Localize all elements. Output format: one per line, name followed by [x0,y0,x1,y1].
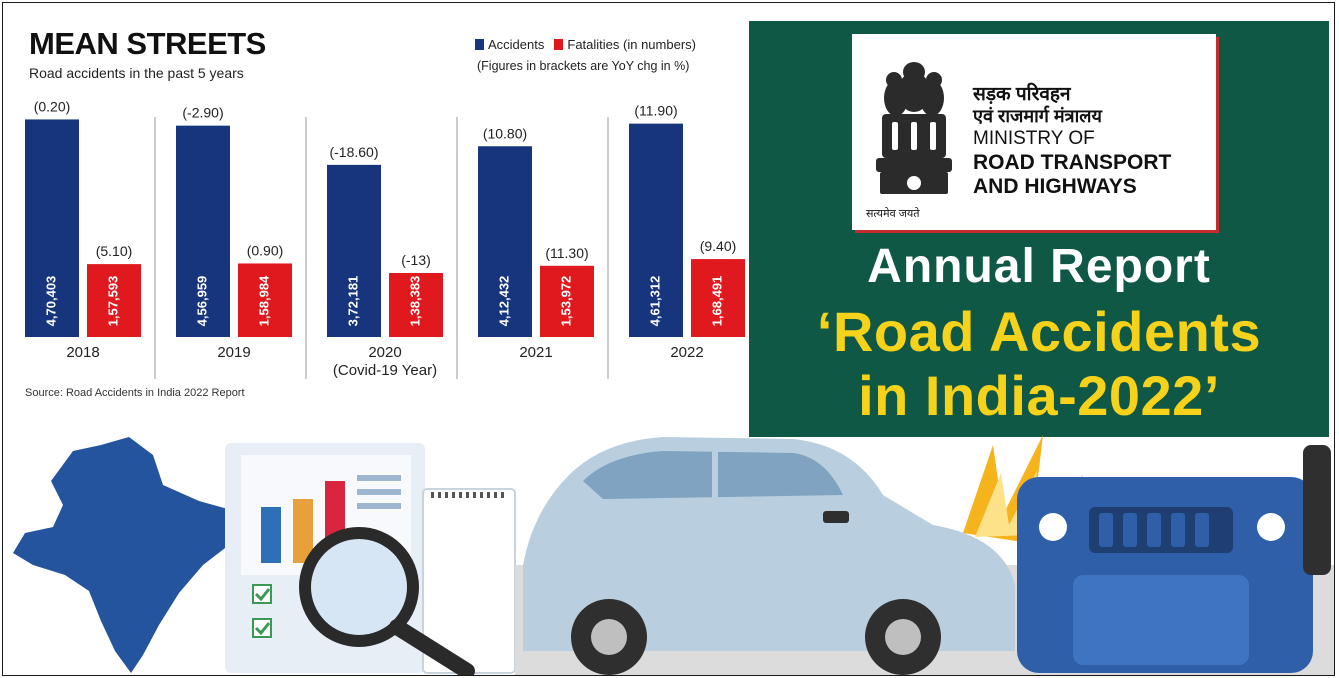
category-label-2021: 2021 [519,344,552,361]
legend-label-fatalities: Fatalities (in numbers) [567,37,696,52]
report-documents-icon [225,443,516,675]
yoy-change-label-fatalities-2018: (5.10) [96,243,133,259]
yoy-change-label-fatalities-2020: (-13) [401,252,431,268]
emblem-motto: सत्यमेव जयते [866,208,920,220]
category-label-2020: 2020 [368,344,401,361]
bar-value-label-fatalities-2019: 1,58,984 [256,275,271,326]
accidents-bar-chart: 4,70,403 (0.20) 1,57,593 (5.10) 2018 4,56,959… [25,98,745,379]
chart-subtitle: Road accidents in the past 5 years [29,65,244,81]
ministry-name-line1: MINISTRY OF [973,128,1095,149]
ministry-name-hindi-line2: एवं राजमार्ग मंत्रालय [973,106,1102,126]
bar-fatalities-2018 [87,264,141,337]
report-title-line1: ‘Road Accidents [816,300,1262,363]
yoy-change-label-accidents-2020: (-18.60) [329,144,378,160]
bar-accidents-2018 [25,119,79,337]
source-note: Source: Road Accidents in India 2022 Rep… [25,387,245,399]
category-label-2022: 2022 [670,344,703,361]
ministry-name-hindi-line1: सड़क परिवहन [973,84,1071,105]
report-heading: Annual Report [867,240,1211,293]
accidents-chart-panel: 4,70,403 (0.20) 1,57,593 (5.10) 2018 4,56,959… [15,21,745,413]
bar-fatalities-2019 [238,263,292,337]
bar-accidents-2022 [629,123,683,337]
silver-car-icon [523,437,1015,675]
category-label-2018: 2018 [66,344,99,361]
illustration-strip [13,435,1334,675]
category-note-2020: (Covid-19 Year) [333,362,437,379]
bar-value-label-fatalities-2020: 1,38,383 [407,276,422,327]
report-title-line2: in India-2022’ [858,364,1220,427]
ministry-card: सड़क परिवहन एवं राजमार्ग मंत्रालय MINIST… [852,34,1216,230]
yoy-change-label-accidents-2019: (-2.90) [182,105,223,121]
yoy-change-label-fatalities-2021: (11.30) [545,245,588,261]
yoy-change-label-accidents-2022: (11.90) [634,103,677,119]
yoy-change-label-fatalities-2022: (9.40) [700,238,737,254]
bar-fatalities-2022 [691,259,745,337]
state-emblem-icon [876,62,952,194]
yoy-change-label-accidents-2018: (0.20) [34,98,71,114]
legend-label-accidents: Accidents [488,37,545,52]
chart-legend: Accidents Fatalities (in numbers) [475,37,696,52]
bar-fatalities-2020 [389,272,443,337]
yoy-change-label-accidents-2021: (10.80) [483,125,527,141]
bar-value-label-accidents-2022: 4,61,312 [647,276,662,327]
bar-accidents-2021 [478,146,532,337]
category-label-2019: 2019 [217,344,250,361]
ministry-name-line3: AND HIGHWAYS [973,175,1137,198]
bar-value-label-accidents-2018: 4,70,403 [43,276,58,327]
bar-accidents-2020 [327,164,381,337]
annual-report-banner: सड़क परिवहन एवं राजमार्ग मंत्रालय MINIST… [749,21,1329,437]
legend-note: (Figures in brackets are YoY chg in %) [477,59,690,73]
bar-value-label-accidents-2020: 3,72,181 [345,276,360,327]
ministry-name-line2: ROAD TRANSPORT [973,151,1172,174]
bar-value-label-accidents-2019: 4,56,959 [194,276,209,327]
bar-value-label-fatalities-2018: 1,57,593 [105,276,120,327]
bar-value-label-fatalities-2021: 1,53,972 [558,276,573,327]
bar-value-label-fatalities-2022: 1,68,491 [709,276,724,327]
chart-title: MEAN STREETS [29,26,266,61]
legend-swatch-accidents [475,39,484,50]
blue-jeep-icon [1017,445,1331,673]
bar-accidents-2019 [176,125,230,337]
bar-fatalities-2021 [540,265,594,337]
legend-swatch-fatalities [554,39,564,50]
yoy-change-label-fatalities-2019: (0.90) [247,242,284,258]
bar-value-label-accidents-2021: 4,12,432 [496,276,511,327]
